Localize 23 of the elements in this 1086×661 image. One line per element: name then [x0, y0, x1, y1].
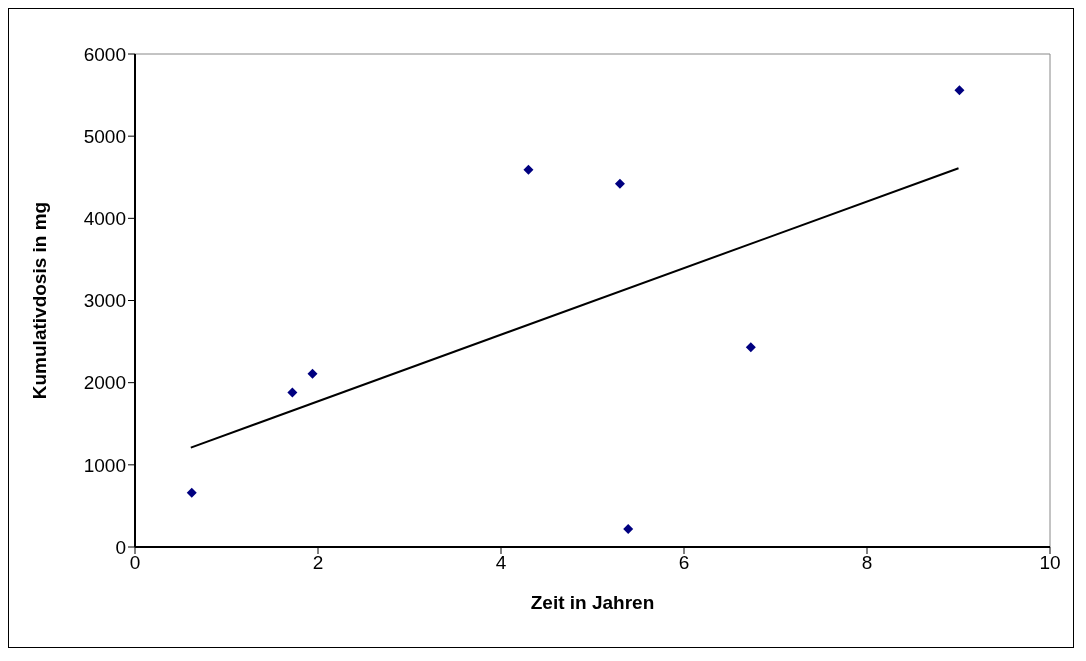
y-axis-title: Kumulativdosis in mg [28, 201, 50, 400]
point [307, 368, 318, 379]
y-tick-label: 6000 [83, 43, 126, 65]
point [614, 178, 625, 189]
x-tick-label: 8 [861, 552, 873, 574]
x-tick-label: 0 [129, 552, 141, 574]
y-tick-label: 5000 [83, 125, 126, 147]
point [623, 523, 634, 534]
point [523, 164, 534, 175]
y-tick-label: 3000 [83, 290, 126, 312]
x-tick-label: 4 [495, 552, 507, 574]
y-tick-label: 0 [115, 536, 126, 558]
x-axis-title: Zeit in Jahren [530, 592, 655, 613]
x-tick-label: 6 [678, 552, 690, 574]
y-tick-label: 4000 [83, 208, 126, 230]
point [287, 387, 298, 398]
y-tick-label: 1000 [83, 454, 126, 476]
y-tick-label: 2000 [83, 372, 126, 394]
x-tick-label: 10 [1039, 552, 1061, 574]
x-tick-label: 2 [312, 552, 324, 574]
point [954, 85, 965, 96]
point [745, 342, 756, 353]
point [186, 487, 197, 498]
